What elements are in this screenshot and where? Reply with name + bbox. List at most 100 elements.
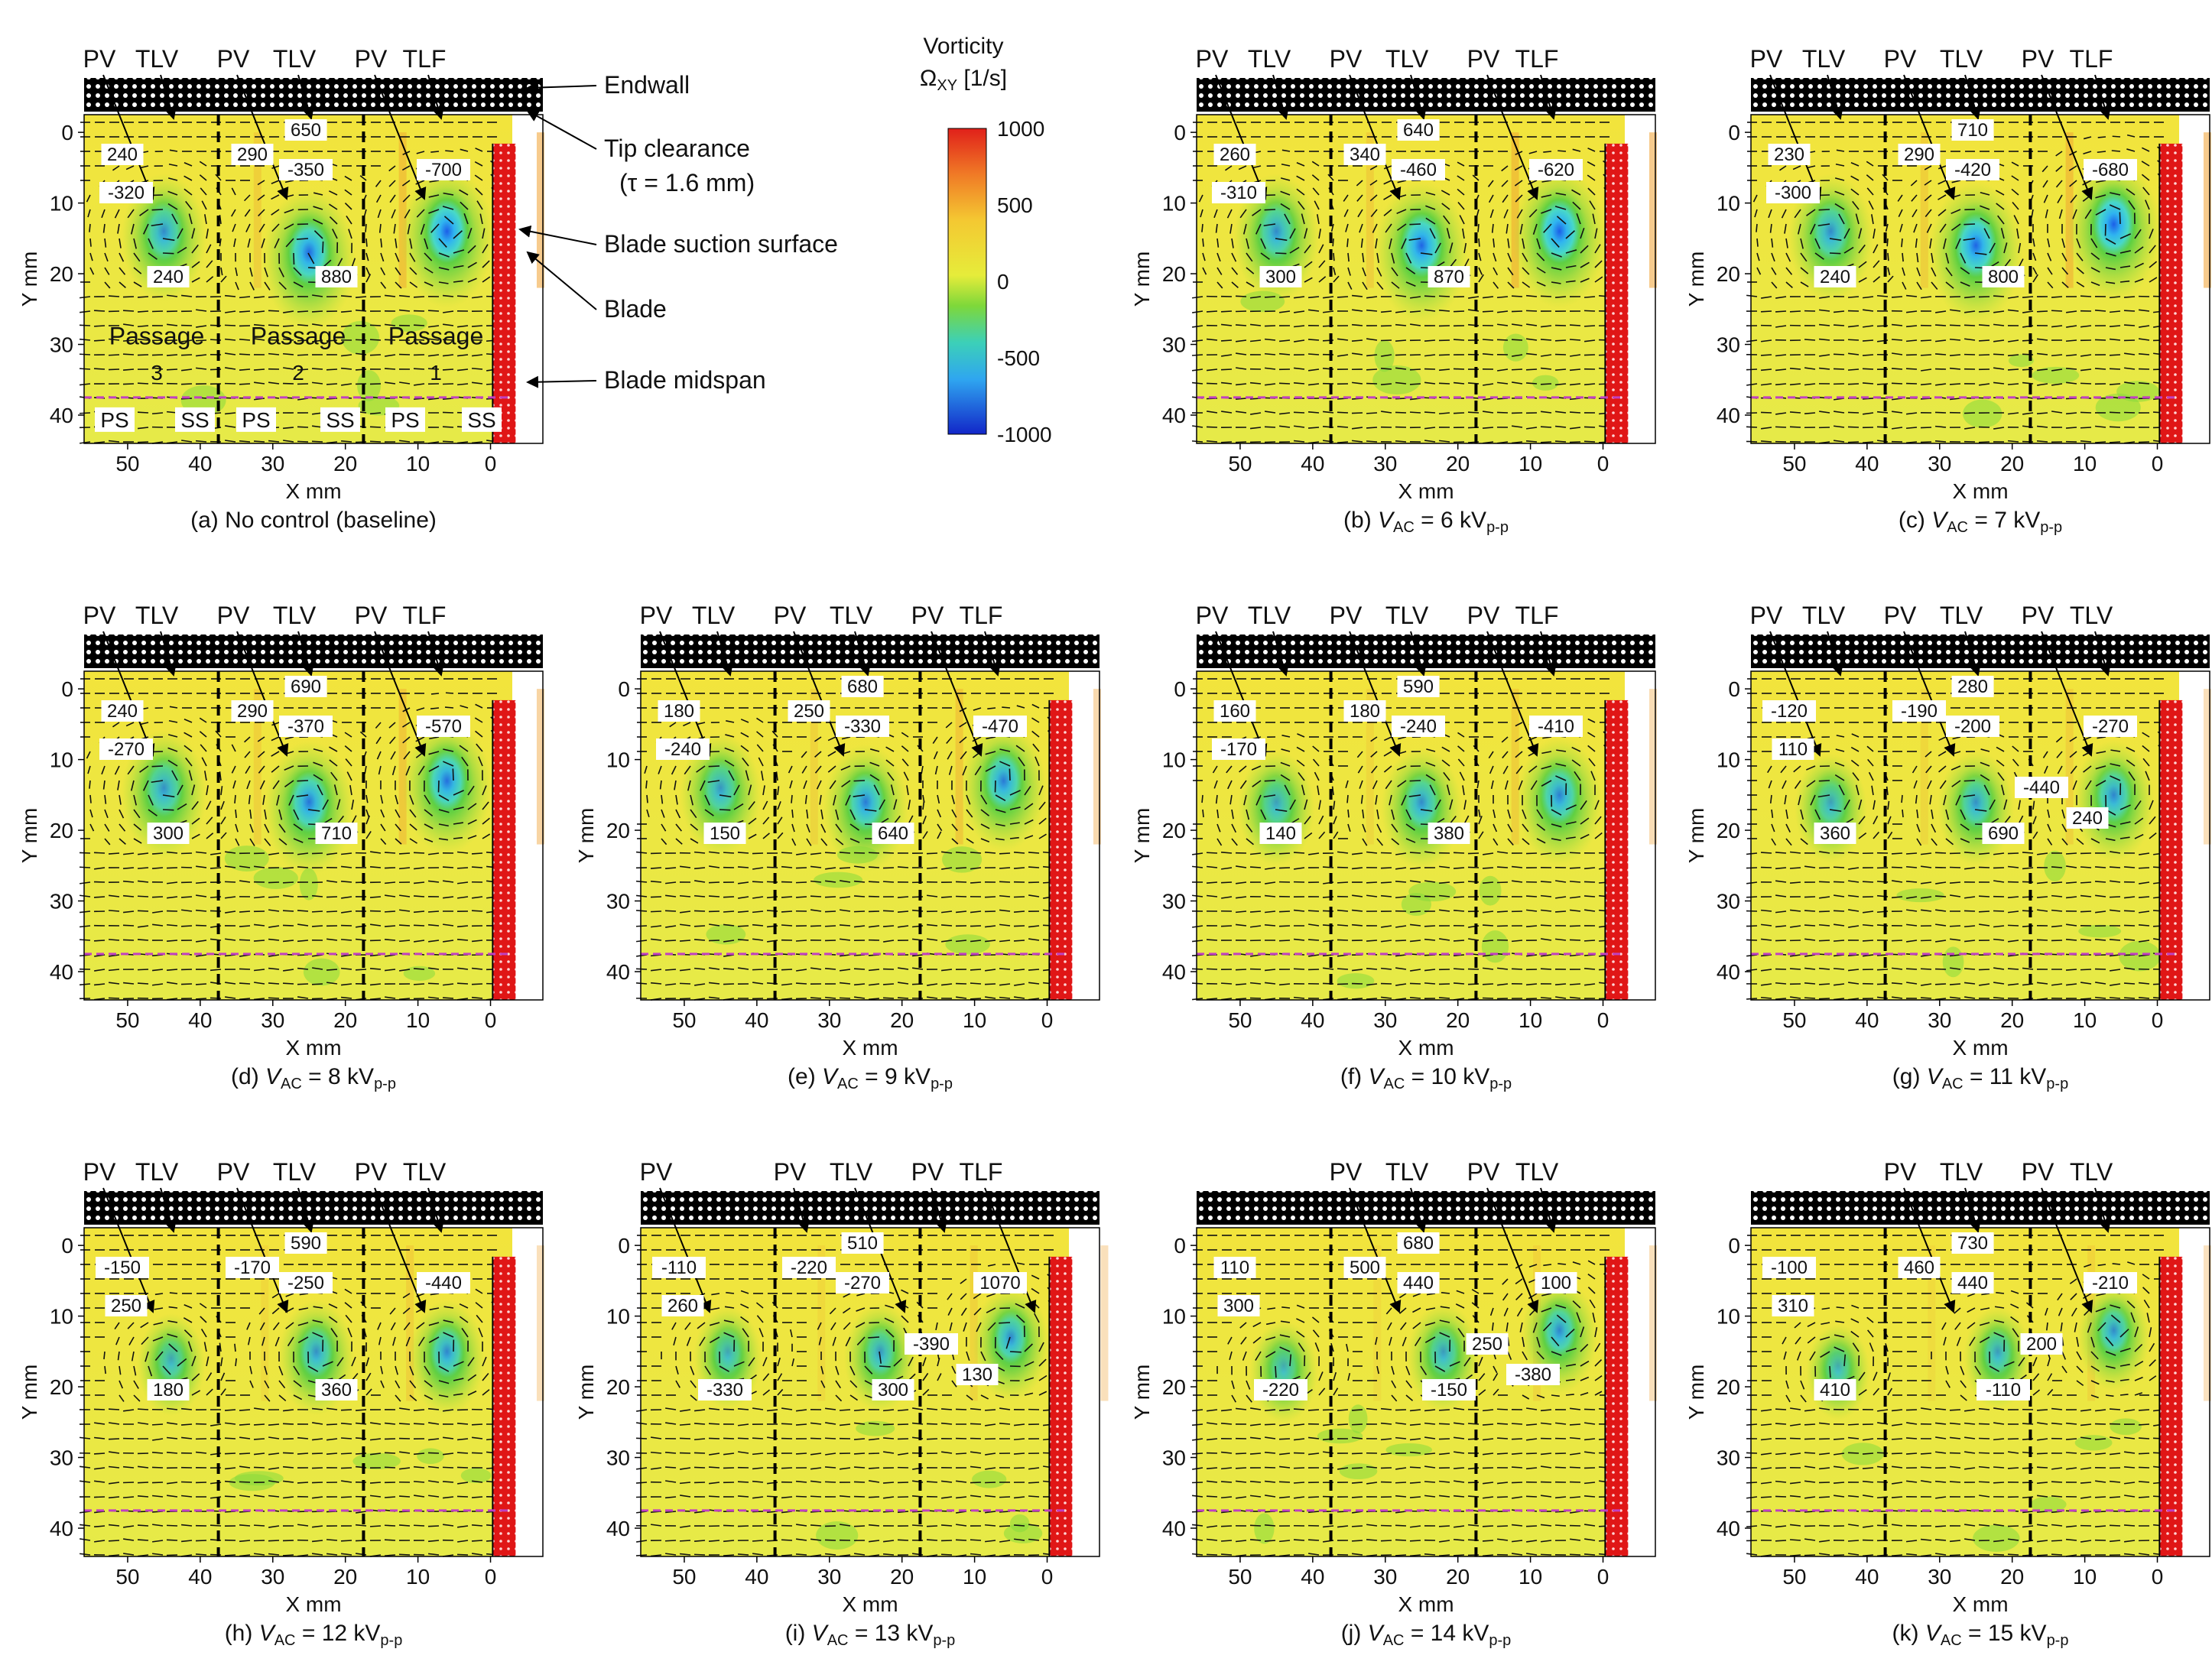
vector-arrow <box>1409 224 1421 225</box>
vector-arrow <box>1830 253 1840 254</box>
vector-arrow <box>781 911 792 912</box>
vector-arrow <box>225 881 235 882</box>
vector-arrow <box>1028 969 1039 970</box>
vector-arrow <box>1366 413 1377 414</box>
vector-arrow <box>196 998 206 999</box>
vector-arrow <box>2008 853 2019 854</box>
vector-arrow <box>1323 867 1333 868</box>
vector-arrow <box>239 311 250 312</box>
vorticity-value-label: 690 <box>291 677 321 697</box>
vector-arrow <box>2008 384 2019 385</box>
vector-arrow <box>312 853 323 854</box>
vector-arrow <box>1555 340 1566 341</box>
vortex-type-label: PV <box>83 602 116 629</box>
vector-arrow <box>312 998 323 999</box>
vector-arrow <box>1497 867 1508 868</box>
vector-arrow <box>94 368 105 369</box>
vector-arrow <box>356 969 366 970</box>
vector-arrow <box>1541 442 1551 443</box>
vorticity-value-label: 260 <box>1220 144 1250 165</box>
vector-arrow <box>1439 296 1450 297</box>
vector-arrow <box>1790 412 1801 413</box>
vector-arrow <box>1275 253 1286 254</box>
x-tick-label: 30 <box>261 452 284 475</box>
side-label: PS <box>242 408 270 432</box>
vector-arrow <box>869 881 879 882</box>
y-tick-label: 10 <box>50 748 73 772</box>
panel-caption: (e) VAC = 9 kVp-p <box>788 1064 953 1092</box>
vorticity-value-label: -270 <box>108 739 145 760</box>
vector-arrow <box>970 983 981 984</box>
vector-arrow <box>1497 911 1508 912</box>
vector-arrow <box>138 383 148 384</box>
vector-arrow <box>1202 224 1203 232</box>
vector-arrow <box>297 910 308 911</box>
vector-arrow <box>1410 369 1421 370</box>
vorticity-value-label: -350 <box>287 160 324 180</box>
vector-arrow <box>647 795 648 803</box>
vector-arrow <box>1746 926 1757 927</box>
vector-arrow <box>2124 310 2135 311</box>
vector-arrow <box>999 881 1010 882</box>
vector-arrow <box>312 441 323 442</box>
vector-arrow <box>680 998 690 999</box>
vector-arrow <box>283 882 294 883</box>
x-tick-label: 0 <box>1597 452 1609 475</box>
vector-arrow <box>366 239 367 247</box>
vector-arrow <box>1250 867 1261 868</box>
x-tick-label: 20 <box>1446 452 1470 475</box>
vector-arrow <box>1979 340 1990 341</box>
vortex-type-label: PV <box>1196 602 1229 629</box>
vector-arrow <box>2110 384 2120 385</box>
vortex-type-label: PV <box>217 45 250 73</box>
vortex-type-label: PV <box>1330 45 1363 73</box>
vector-arrow <box>443 384 453 385</box>
vector-arrow <box>414 984 424 985</box>
vector-arrow <box>1964 325 1975 326</box>
vector-arrow <box>94 852 105 853</box>
vorticity-value-label: 240 <box>1820 267 1850 287</box>
vector-arrow <box>428 911 439 912</box>
vortex-core <box>1531 187 1588 276</box>
vector-arrow <box>1584 441 1595 442</box>
vector-arrow <box>854 911 865 912</box>
vector-arrow <box>1236 325 1246 326</box>
vector-arrow <box>665 910 676 911</box>
vector-arrow <box>1834 910 1844 911</box>
vorticity-value-label: 710 <box>1957 120 1988 141</box>
vector-arrow <box>1207 852 1217 853</box>
vector-arrow <box>1337 412 1348 413</box>
vector-arrow <box>1454 368 1464 369</box>
vector-arrow <box>694 910 705 911</box>
vorticity-value-label: 300 <box>153 823 184 844</box>
vector-arrow <box>680 983 690 984</box>
vector-arrow <box>738 852 749 853</box>
vortex-type-label: TLV <box>1802 45 1846 73</box>
vector-arrow <box>1526 310 1537 311</box>
vector-arrow <box>2124 867 2135 868</box>
vector-arrow <box>2095 442 2106 443</box>
vector-arrow <box>1497 339 1508 340</box>
vector-arrow <box>1584 310 1595 311</box>
y-tick-label: 0 <box>1728 121 1740 144</box>
passage-number: 1 <box>430 361 442 385</box>
field-patch <box>1408 881 1456 901</box>
vector-arrow <box>2095 867 2106 868</box>
endwall-hatch <box>84 78 543 112</box>
vector-arrow <box>152 853 163 854</box>
vorticity-value-label: 140 <box>1265 823 1296 844</box>
vector-arrow <box>1347 795 1348 803</box>
x-tick-label: 10 <box>406 452 430 475</box>
vector-arrow <box>297 311 308 312</box>
vector-arrow <box>109 910 119 911</box>
vortex-type-label: TLV <box>1385 602 1429 629</box>
vector-arrow <box>443 412 453 413</box>
vector-arrow <box>138 896 148 897</box>
vector-arrow <box>781 852 792 853</box>
y-tick-label: 0 <box>618 677 630 701</box>
vector-arrow <box>1221 369 1232 370</box>
vector-arrow <box>283 925 294 926</box>
vector-arrow <box>1570 926 1580 927</box>
vector-arrow <box>825 852 836 853</box>
vector-arrow <box>109 853 119 854</box>
